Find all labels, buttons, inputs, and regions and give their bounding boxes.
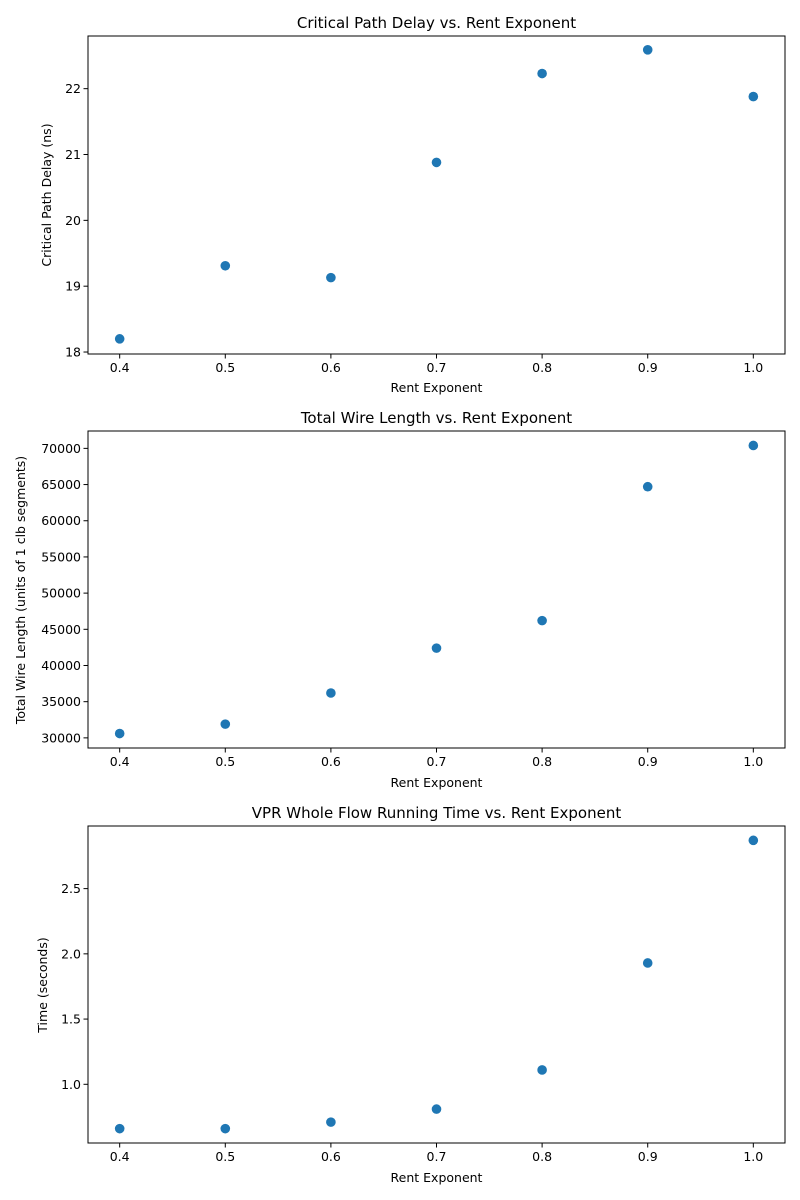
data-points <box>114 835 759 1134</box>
data-point <box>114 728 125 739</box>
x-axis-ticks: 0.4 0.5 0.6 0.7 0.8 0.9 1.0 <box>110 1143 763 1164</box>
data-point <box>642 481 653 492</box>
axes-frame <box>87 430 786 749</box>
y-axis-label: Critical Path Delay (ns) <box>39 123 54 266</box>
x-tick-label: 0.4 <box>110 754 130 769</box>
y-tick-label: 60000 <box>41 513 81 528</box>
x-tick-label: 0.5 <box>215 360 235 375</box>
x-tick-label: 0.4 <box>110 360 130 375</box>
y-tick-label: 65000 <box>41 477 81 492</box>
data-point <box>748 91 759 102</box>
data-point <box>748 440 759 451</box>
y-tick-label: 70000 <box>41 441 81 456</box>
y-tick-label: 35000 <box>41 694 81 709</box>
x-tick-label: 0.7 <box>427 1149 447 1164</box>
y-tick-label: 2.5 <box>61 881 81 896</box>
x-axis-label: Rent Exponent <box>391 1170 483 1185</box>
data-point <box>642 45 653 55</box>
vpr-running-time-plot: VPR Whole Flow Running Time vs. Rent Exp… <box>35 804 786 1185</box>
total-wire-length-plot: Total Wire Length vs. Rent Exponent 0.4 0… <box>13 409 786 790</box>
x-axis-label: Rent Exponent <box>391 775 483 790</box>
data-point <box>537 615 547 626</box>
x-tick-label: 0.4 <box>110 1149 130 1164</box>
data-point <box>220 719 231 729</box>
plot-title: Total Wire Length vs. Rent Exponent <box>300 409 572 427</box>
plot-title: Critical Path Delay vs. Rent Exponent <box>297 14 576 32</box>
data-point <box>748 835 759 846</box>
data-point <box>431 157 442 168</box>
y-tick-label: 22 <box>65 81 81 96</box>
y-axis-ticks: 18 19 20 21 22 <box>65 81 88 360</box>
data-point <box>537 68 547 79</box>
x-axis-ticks: 0.4 0.5 0.6 0.7 0.8 0.9 1.0 <box>110 748 763 769</box>
critical-path-delay-plot: Critical Path Delay vs. Rent Exponent 0.… <box>39 14 786 395</box>
data-point <box>431 1104 442 1114</box>
x-axis-ticks: 0.4 0.5 0.6 0.7 0.8 0.9 1.0 <box>110 354 763 375</box>
x-tick-label: 0.7 <box>427 754 447 769</box>
data-point <box>114 334 125 344</box>
data-point <box>537 1065 547 1075</box>
axes-frame <box>87 825 786 1144</box>
y-axis-label: Total Wire Length (units of 1 clb segmen… <box>13 456 28 725</box>
x-tick-label: 1.0 <box>743 1149 763 1164</box>
y-tick-label: 21 <box>65 147 81 162</box>
data-point <box>326 688 336 698</box>
x-tick-label: 0.9 <box>638 360 658 375</box>
y-axis-ticks: 30000 35000 40000 45000 50000 55000 60000 65000… <box>41 441 88 745</box>
x-tick-label: 0.8 <box>532 754 552 769</box>
x-tick-label: 1.0 <box>743 754 763 769</box>
data-points <box>114 440 759 739</box>
plot-title: VPR Whole Flow Running Time vs. Rent Exp… <box>252 804 622 822</box>
y-tick-label: 50000 <box>41 586 81 601</box>
x-tick-label: 0.9 <box>638 1149 658 1164</box>
x-tick-label: 0.7 <box>427 360 447 375</box>
x-tick-label: 0.6 <box>321 360 341 375</box>
y-tick-label: 1.0 <box>61 1077 81 1092</box>
y-tick-label: 45000 <box>41 622 81 637</box>
y-tick-label: 55000 <box>41 549 81 564</box>
y-axis-ticks: 1.0 1.5 2.0 2.5 <box>61 881 88 1092</box>
x-tick-label: 0.8 <box>532 360 552 375</box>
x-tick-label: 0.5 <box>215 1149 235 1164</box>
data-point <box>220 1123 231 1134</box>
data-point <box>642 958 653 968</box>
x-tick-label: 1.0 <box>743 360 763 375</box>
x-tick-label: 0.6 <box>321 754 341 769</box>
y-tick-label: 20 <box>65 213 81 228</box>
data-point <box>114 1123 125 1134</box>
y-tick-label: 1.5 <box>61 1012 81 1027</box>
x-axis-label: Rent Exponent <box>391 380 483 395</box>
y-tick-label: 18 <box>65 345 81 360</box>
x-tick-label: 0.9 <box>638 754 658 769</box>
y-tick-label: 2.0 <box>61 946 81 961</box>
data-point <box>326 1117 336 1127</box>
data-points <box>114 45 759 344</box>
y-axis-label: Time (seconds) <box>35 937 50 1033</box>
data-point <box>431 643 442 653</box>
data-point <box>326 272 336 283</box>
x-tick-label: 0.5 <box>215 754 235 769</box>
data-point <box>220 260 231 271</box>
x-tick-label: 0.6 <box>321 1149 341 1164</box>
y-tick-label: 19 <box>65 279 81 294</box>
y-tick-label: 30000 <box>41 730 81 745</box>
axes-frame <box>87 35 786 355</box>
x-tick-label: 0.8 <box>532 1149 552 1164</box>
y-tick-label: 40000 <box>41 658 81 673</box>
